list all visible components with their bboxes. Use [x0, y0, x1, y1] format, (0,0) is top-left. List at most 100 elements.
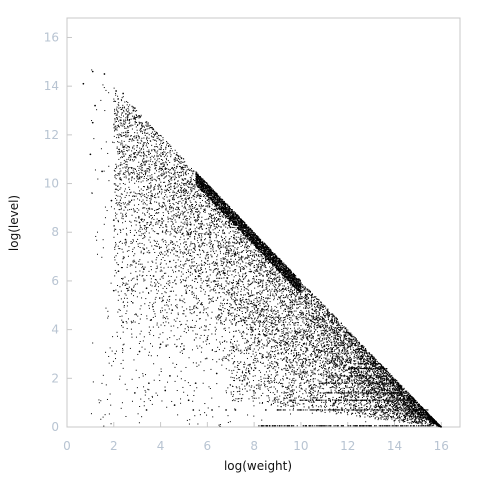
- scatter-point: [154, 185, 156, 187]
- scatter-point: [374, 387, 376, 389]
- scatter-point: [333, 404, 335, 406]
- scatter-point: [295, 397, 297, 399]
- scatter-point: [186, 221, 188, 223]
- scatter-point: [338, 349, 340, 351]
- scatter-point: [346, 330, 348, 332]
- scatter-point: [432, 421, 434, 423]
- scatter-point: [258, 243, 260, 245]
- scatter-point: [199, 212, 201, 214]
- scatter-point: [322, 373, 324, 375]
- scatter-point: [130, 191, 132, 193]
- scatter-point: [167, 216, 169, 218]
- scatter-point: [358, 374, 360, 376]
- scatter-point: [284, 316, 286, 318]
- scatter-point: [374, 374, 376, 376]
- scatter-point: [178, 206, 180, 208]
- scatter-point: [262, 354, 264, 356]
- scatter-point: [216, 223, 218, 225]
- scatter-point: [223, 321, 225, 323]
- scatter-point: [333, 361, 335, 363]
- scatter-point: [212, 262, 214, 264]
- scatter-point: [326, 325, 328, 327]
- scatter-point: [174, 279, 176, 281]
- scatter-point: [333, 334, 335, 336]
- scatter-point: [180, 260, 182, 262]
- scatter-point: [377, 402, 379, 404]
- scatter-point: [222, 291, 224, 293]
- scatter-point: [311, 293, 313, 295]
- scatter-point: [258, 263, 260, 265]
- scatter-point: [416, 411, 418, 413]
- scatter-point: [154, 161, 156, 163]
- scatter-point: [213, 217, 215, 219]
- scatter-point: [222, 229, 224, 231]
- scatter-point: [262, 285, 264, 287]
- scatter-point: [143, 228, 145, 230]
- scatter-point: [259, 312, 261, 314]
- scatter-point: [125, 135, 127, 137]
- scatter-point: [301, 314, 303, 316]
- scatter-point: [300, 297, 302, 299]
- scatter-point: [169, 150, 171, 152]
- scatter-point: [420, 408, 422, 410]
- scatter-point: [223, 253, 225, 255]
- scatter-point: [234, 247, 236, 249]
- scatter-point: [308, 293, 310, 295]
- scatter-point: [137, 178, 139, 180]
- scatter-point: [370, 387, 372, 389]
- scatter-point: [216, 272, 218, 274]
- scatter-point: [402, 398, 404, 400]
- scatter-point: [160, 163, 162, 165]
- scatter-point: [185, 198, 187, 200]
- scatter-point: [156, 324, 158, 326]
- scatter-point: [352, 349, 354, 351]
- scatter-point: [225, 358, 227, 360]
- scatter-point: [322, 324, 324, 326]
- scatter-point: [386, 381, 388, 383]
- scatter-point: [259, 305, 261, 307]
- scatter-point: [359, 367, 361, 369]
- scatter-point: [264, 409, 267, 411]
- scatter-point: [341, 369, 343, 371]
- scatter-point: [234, 227, 236, 229]
- scatter-point: [122, 326, 124, 328]
- scatter-point: [173, 194, 175, 196]
- scatter-point: [191, 243, 193, 245]
- scatter-point: [371, 383, 373, 385]
- scatter-point: [372, 364, 374, 366]
- scatter-point: [316, 306, 318, 308]
- scatter-point: [395, 389, 397, 391]
- scatter-point: [295, 322, 297, 324]
- scatter-point: [161, 301, 163, 303]
- scatter-point: [319, 350, 321, 352]
- scatter-point: [327, 317, 329, 319]
- scatter-point: [399, 395, 401, 397]
- scatter-point: [371, 395, 373, 397]
- scatter-point: [325, 326, 327, 328]
- scatter-point: [165, 272, 167, 274]
- scatter-point: [380, 375, 382, 377]
- scatter-point: [254, 266, 256, 268]
- scatter-point: [404, 390, 406, 392]
- scatter-point: [242, 273, 244, 275]
- scatter-point: [169, 161, 171, 163]
- scatter-point: [420, 417, 422, 419]
- scatter-point: [229, 292, 231, 294]
- scatter-point: [226, 247, 228, 249]
- scatter-point: [130, 242, 132, 244]
- scatter-point: [339, 333, 341, 335]
- scatter-point: [304, 287, 306, 289]
- scatter-point: [317, 394, 319, 396]
- scatter-point: [276, 324, 278, 326]
- scatter-point: [265, 305, 267, 307]
- scatter-point: [347, 339, 349, 341]
- scatter-point: [351, 366, 353, 368]
- scatter-point: [122, 251, 124, 253]
- scatter-point: [182, 218, 184, 220]
- scatter-point: [179, 165, 181, 167]
- scatter-point: [171, 150, 173, 152]
- scatter-point: [229, 261, 231, 263]
- scatter-point: [392, 385, 394, 387]
- scatter-point: [115, 242, 117, 244]
- scatter-point: [302, 336, 304, 338]
